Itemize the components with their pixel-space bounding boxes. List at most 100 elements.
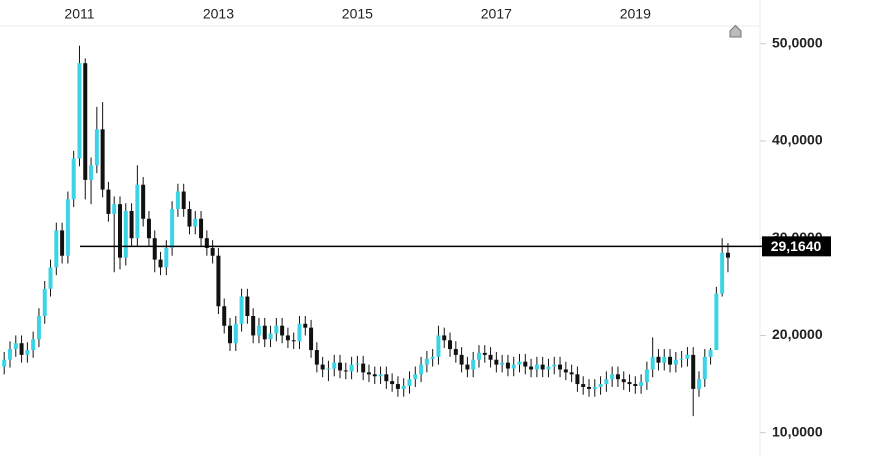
candle-body xyxy=(482,352,487,355)
candle-body xyxy=(569,372,574,375)
candle-body xyxy=(141,184,146,219)
candle-body xyxy=(42,288,47,316)
x-tick-label: 2017 xyxy=(481,6,512,22)
candle-body xyxy=(222,306,227,326)
candle-body xyxy=(714,293,719,351)
candle-body xyxy=(77,63,82,159)
candle-body xyxy=(314,350,319,365)
candle-body xyxy=(349,364,354,372)
x-tick-label: 2015 xyxy=(342,6,373,22)
candle-body xyxy=(534,364,539,370)
candle-body xyxy=(384,374,389,382)
candle-body xyxy=(216,255,221,307)
candle-body xyxy=(152,238,157,260)
candle-body xyxy=(708,350,713,357)
candle-body xyxy=(7,349,12,360)
candle-body xyxy=(118,204,122,258)
candle-body xyxy=(679,358,684,360)
candle-body xyxy=(361,363,366,373)
candle-body xyxy=(285,335,290,341)
x-tick-label: 2011 xyxy=(64,6,94,22)
candle-body xyxy=(60,230,65,256)
candle-body xyxy=(691,354,696,389)
candle-body xyxy=(36,315,41,340)
candle-body xyxy=(251,315,256,336)
candle-body xyxy=(494,359,499,365)
candle-body xyxy=(413,374,418,380)
candle-body xyxy=(668,356,673,365)
candle-body xyxy=(146,218,151,239)
candle-body xyxy=(621,379,626,383)
candle-body xyxy=(627,382,632,385)
candle-body xyxy=(274,325,279,334)
candle-body xyxy=(170,209,175,248)
candle-body xyxy=(586,386,591,389)
candle-body xyxy=(297,323,302,342)
candle-body xyxy=(465,364,470,370)
candle-body xyxy=(233,323,238,344)
candle-body xyxy=(228,325,233,344)
candle-body xyxy=(633,384,638,386)
candle-body xyxy=(71,158,76,200)
candle-body xyxy=(552,364,557,367)
candle-body xyxy=(355,363,360,365)
candle-body xyxy=(65,199,70,256)
candle-body xyxy=(592,386,597,389)
candle-body xyxy=(106,189,111,214)
candle-body xyxy=(343,370,348,372)
candle-body xyxy=(615,374,620,380)
candle-body xyxy=(175,191,180,210)
candle-body xyxy=(320,364,325,370)
candle-body xyxy=(54,230,59,268)
candle-body xyxy=(291,340,296,342)
candle-body xyxy=(239,296,244,324)
candle-body xyxy=(25,350,30,355)
candle-body xyxy=(488,354,493,360)
candle-body xyxy=(199,218,204,239)
candle-body xyxy=(505,362,510,369)
candle-body xyxy=(697,379,701,389)
home-icon[interactable] xyxy=(729,24,742,38)
candle-body xyxy=(338,362,343,371)
candle-body xyxy=(639,382,644,386)
candle-body xyxy=(256,325,261,336)
candle-body xyxy=(471,359,476,370)
y-tick-label: 20,0000 xyxy=(772,326,823,342)
candle-body xyxy=(210,247,215,256)
candle-body xyxy=(204,238,209,248)
candle-body xyxy=(517,361,522,365)
candles xyxy=(2,45,730,417)
candle-body xyxy=(581,384,586,387)
candle-body xyxy=(598,384,603,387)
candle-body xyxy=(123,210,128,258)
candle-body xyxy=(129,210,134,239)
candle-body xyxy=(2,359,7,367)
candle-body xyxy=(500,362,505,365)
candle-body xyxy=(31,339,36,351)
candle-body xyxy=(529,366,534,370)
candle-body xyxy=(332,362,337,369)
candle-body xyxy=(430,356,435,359)
candle-body xyxy=(100,129,105,190)
y-tick-label: 40,0000 xyxy=(772,132,823,148)
candle-body xyxy=(19,343,24,355)
candle-body xyxy=(511,364,516,369)
candle-body xyxy=(372,374,377,377)
candle-body xyxy=(419,364,424,375)
candle-body xyxy=(540,364,545,370)
candle-body xyxy=(523,361,528,367)
candle-body xyxy=(326,368,331,370)
candle-body xyxy=(158,259,163,268)
candle-body xyxy=(650,356,655,370)
candle-body xyxy=(407,379,412,386)
candle-body xyxy=(378,374,383,377)
candle-body xyxy=(280,325,285,336)
candle-body xyxy=(459,354,464,365)
candle-body xyxy=(366,372,371,375)
candle-body xyxy=(89,165,94,180)
x-tick-label: 2019 xyxy=(620,6,651,22)
candle-body xyxy=(610,374,615,380)
last-price-box xyxy=(762,236,831,257)
candle-body xyxy=(390,381,395,385)
